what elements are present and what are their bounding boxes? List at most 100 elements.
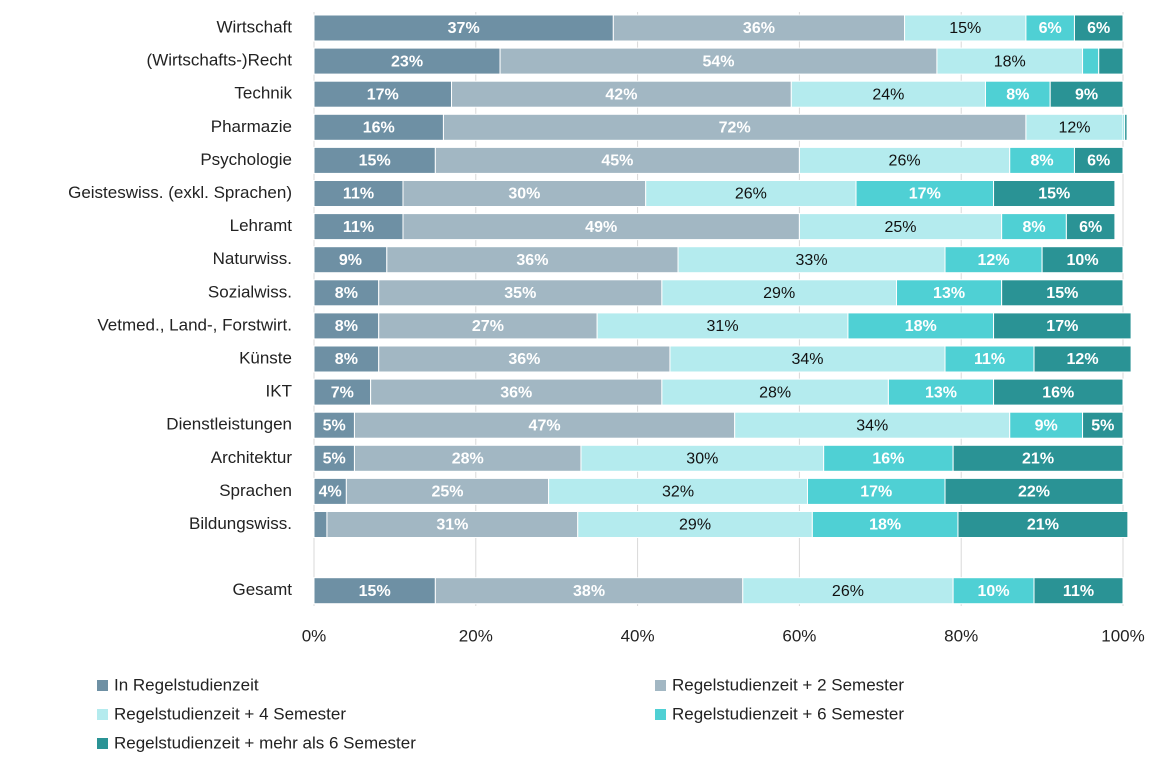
bar-segment [1001, 279, 1124, 307]
data-label: 9% [1035, 417, 1058, 434]
data-label: 17% [1046, 318, 1078, 335]
bar-segment [1049, 80, 1124, 108]
bar-segment [313, 180, 404, 207]
bar-segment [1082, 411, 1124, 439]
bar-segment [1073, 14, 1124, 42]
data-label: 29% [679, 517, 711, 534]
data-label: 11% [343, 186, 374, 203]
data-label: 21% [1022, 451, 1054, 468]
y-tick-label: Bildungswiss. [189, 514, 292, 533]
bar-segment [313, 113, 444, 141]
data-label: 30% [686, 451, 718, 468]
bar-segment [1098, 47, 1124, 75]
bar-segment [806, 477, 946, 505]
bar-segment [677, 246, 946, 274]
data-label: 16% [872, 451, 904, 468]
legend-swatch [97, 680, 108, 691]
data-label: 9% [1075, 86, 1098, 103]
data-label: 15% [949, 20, 981, 37]
data-label: 11% [343, 219, 374, 236]
bar-segment [984, 80, 1051, 108]
bar-segment [790, 80, 986, 108]
y-tick-label: IKT [266, 382, 292, 401]
y-tick-label: Dienstleistungen [166, 415, 292, 434]
data-label: 36% [508, 351, 540, 368]
data-label: 17% [860, 484, 892, 501]
data-label: 24% [872, 86, 904, 103]
data-label: 22% [1018, 484, 1050, 501]
bar-segment [944, 477, 1124, 505]
data-label: 27% [472, 318, 504, 335]
bar-segment [1073, 146, 1124, 174]
bar-segment [1124, 113, 1128, 141]
data-label: 31% [436, 517, 468, 534]
data-label: 8% [335, 351, 358, 368]
bar-segment [993, 312, 1132, 340]
bar-segment [669, 345, 946, 373]
bar-segment [887, 378, 995, 406]
bar-segment [402, 213, 800, 241]
bar-segment [386, 246, 679, 274]
data-label: 10% [1067, 252, 1099, 269]
data-label: 47% [529, 417, 561, 434]
data-label: 72% [719, 120, 751, 137]
data-label: 8% [1031, 153, 1054, 170]
x-tick-label: 20% [459, 626, 493, 645]
bar-segment [370, 378, 663, 406]
data-label: 8% [335, 285, 358, 302]
data-label: 6% [1079, 219, 1102, 236]
bar-segment [345, 477, 550, 505]
data-label: 9% [339, 252, 362, 269]
data-label: 15% [1046, 285, 1078, 302]
data-label: 36% [516, 252, 548, 269]
bar-segment [847, 312, 995, 340]
data-label: 26% [889, 153, 921, 170]
data-label: 5% [323, 451, 346, 468]
data-label: 34% [791, 351, 823, 368]
bar-segment [1025, 14, 1075, 42]
y-tick-label: Sprachen [219, 481, 292, 500]
x-tick-label: 40% [621, 626, 655, 645]
bar-segment [499, 47, 938, 75]
bar-segment [313, 477, 347, 505]
data-label: 18% [905, 318, 937, 335]
bar-segment [1001, 213, 1067, 241]
bar-segment [313, 312, 380, 340]
bar-segment [1033, 345, 1132, 373]
data-label: 10% [978, 583, 1010, 600]
bar-segment [313, 378, 372, 406]
legend-swatch [655, 709, 666, 720]
data-label: 12% [978, 252, 1010, 269]
data-label: 13% [925, 384, 957, 401]
data-label: 25% [885, 219, 917, 236]
data-label: 6% [1087, 153, 1110, 170]
x-tick-label: 100% [1101, 626, 1144, 645]
bar-segment [952, 444, 1124, 472]
bar-segment [993, 378, 1124, 406]
legend-label: Regelstudienzeit + 2 Semester [672, 675, 904, 694]
data-label: 15% [359, 153, 391, 170]
bar-segment [580, 444, 825, 472]
data-label: 6% [1087, 20, 1110, 37]
bar-segment [936, 47, 1084, 75]
bar-segment [313, 511, 328, 538]
data-label: 26% [832, 583, 864, 600]
data-label: 5% [323, 417, 346, 434]
bar-segment [313, 14, 614, 42]
bar-segment [402, 180, 647, 207]
y-tick-label: Lehramt [230, 216, 293, 235]
bar-segment [313, 47, 501, 75]
data-label: 11% [1063, 583, 1094, 600]
y-tick-label: Künste [239, 348, 292, 367]
data-label: 33% [796, 252, 828, 269]
y-tick-label: (Wirtschafts-)Recht [147, 51, 293, 70]
data-label: 17% [367, 86, 399, 103]
bar-segment [313, 444, 355, 472]
data-label: 15% [1038, 186, 1070, 203]
y-tick-label: Geisteswiss. (exkl. Sprachen) [68, 183, 292, 202]
data-label: 11% [974, 351, 1005, 368]
bar-segment [798, 146, 1011, 174]
y-tick-label: Wirtschaft [216, 17, 292, 36]
data-label: 16% [1042, 384, 1074, 401]
